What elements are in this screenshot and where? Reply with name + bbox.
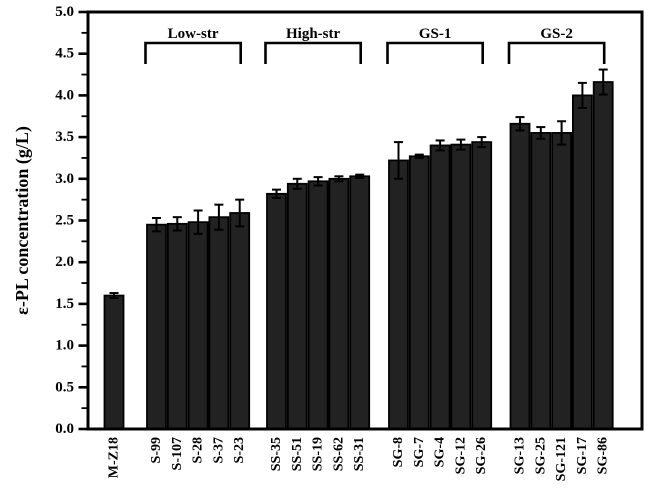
bar-S-23 (229, 212, 251, 430)
x-tick-label-S-23: S-23 (232, 437, 247, 463)
y-tick-label-3.0: 3.0 (55, 171, 74, 187)
bar-SG-8 (388, 159, 409, 430)
plot-frame (86, 10, 644, 431)
y-axis-title: ε-PL concentration (g/L) (12, 126, 33, 315)
x-tick-label-SG-121: SG-121 (554, 437, 569, 481)
y-tick-label-2.0: 2.0 (55, 254, 74, 270)
bar-SG-25 (530, 132, 552, 430)
bar-SS-62 (328, 177, 350, 430)
bar-SS-35 (266, 192, 287, 430)
x-tick-label-SS-62: SS-62 (331, 437, 346, 471)
bar-SG-13 (509, 122, 531, 430)
x-tick-label-SG-86: SG-86 (596, 437, 611, 474)
x-tick-label-S-99: S-99 (149, 437, 164, 463)
bar-S-37 (208, 216, 230, 430)
bar-SS-19 (307, 180, 329, 430)
x-tick-label-SS-51: SS-51 (290, 437, 305, 471)
y-tick-label-1.5: 1.5 (55, 296, 74, 312)
bar-SG-4 (429, 144, 451, 430)
group-label-High-str: High-str (286, 26, 341, 42)
x-tick-label-SG-26: SG-26 (474, 437, 489, 474)
x-tick-label-SS-31: SS-31 (352, 437, 367, 471)
bar-S-99 (146, 223, 167, 430)
x-tick-label-SG-12: SG-12 (453, 437, 468, 474)
bar-SG-86 (592, 81, 614, 430)
bar-SG-17 (572, 94, 593, 430)
group-label-GS-2: GS-2 (540, 26, 573, 42)
x-tick-label-SG-4: SG-4 (433, 437, 448, 467)
group-bracket-High-str (264, 41, 362, 64)
x-tick-label-SS-35: SS-35 (269, 437, 284, 471)
x-tick-label-SG-25: SG-25 (533, 437, 548, 474)
x-tick-label-SG-17: SG-17 (575, 437, 590, 474)
group-bracket-GS-2 (507, 41, 606, 64)
y-tick-label-4.0: 4.0 (55, 87, 74, 103)
group-bracket-GS-1 (386, 41, 484, 64)
y-tick-label-0.5: 0.5 (55, 379, 74, 395)
y-tick-label-5.0: 5.0 (55, 4, 74, 20)
x-tick-label-SS-19: SS-19 (311, 437, 326, 471)
bar-SG-12 (450, 143, 472, 430)
bar-S-28 (187, 221, 209, 430)
y-tick-label-0.0: 0.0 (55, 421, 74, 437)
group-bracket-Low-str (144, 41, 242, 64)
x-tick-label-M-Z18: M-Z18 (107, 437, 122, 478)
bar-SG-26 (471, 141, 493, 430)
bar-SS-51 (286, 182, 308, 430)
x-tick-label-SG-8: SG-8 (391, 437, 406, 467)
y-tick-label-4.5: 4.5 (55, 46, 74, 62)
x-tick-label-S-28: S-28 (191, 437, 206, 463)
group-label-Low-str: Low-str (168, 26, 219, 42)
x-tick-label-SG-13: SG-13 (513, 437, 528, 474)
y-tick-label-2.5: 2.5 (55, 213, 74, 229)
x-tick-label-S-37: S-37 (211, 437, 226, 463)
bar-M-Z18 (103, 294, 125, 430)
bar-SG-121 (551, 132, 572, 430)
x-tick-label-S-107: S-107 (170, 437, 185, 470)
bar-SS-31 (349, 175, 371, 430)
bar-SG-7 (408, 155, 430, 430)
y-tick-label-3.5: 3.5 (55, 129, 74, 145)
bar-S-107 (166, 222, 188, 430)
y-tick-label-1.0: 1.0 (55, 338, 74, 354)
x-tick-label-SG-7: SG-7 (412, 437, 427, 467)
group-label-GS-1: GS-1 (419, 26, 452, 42)
